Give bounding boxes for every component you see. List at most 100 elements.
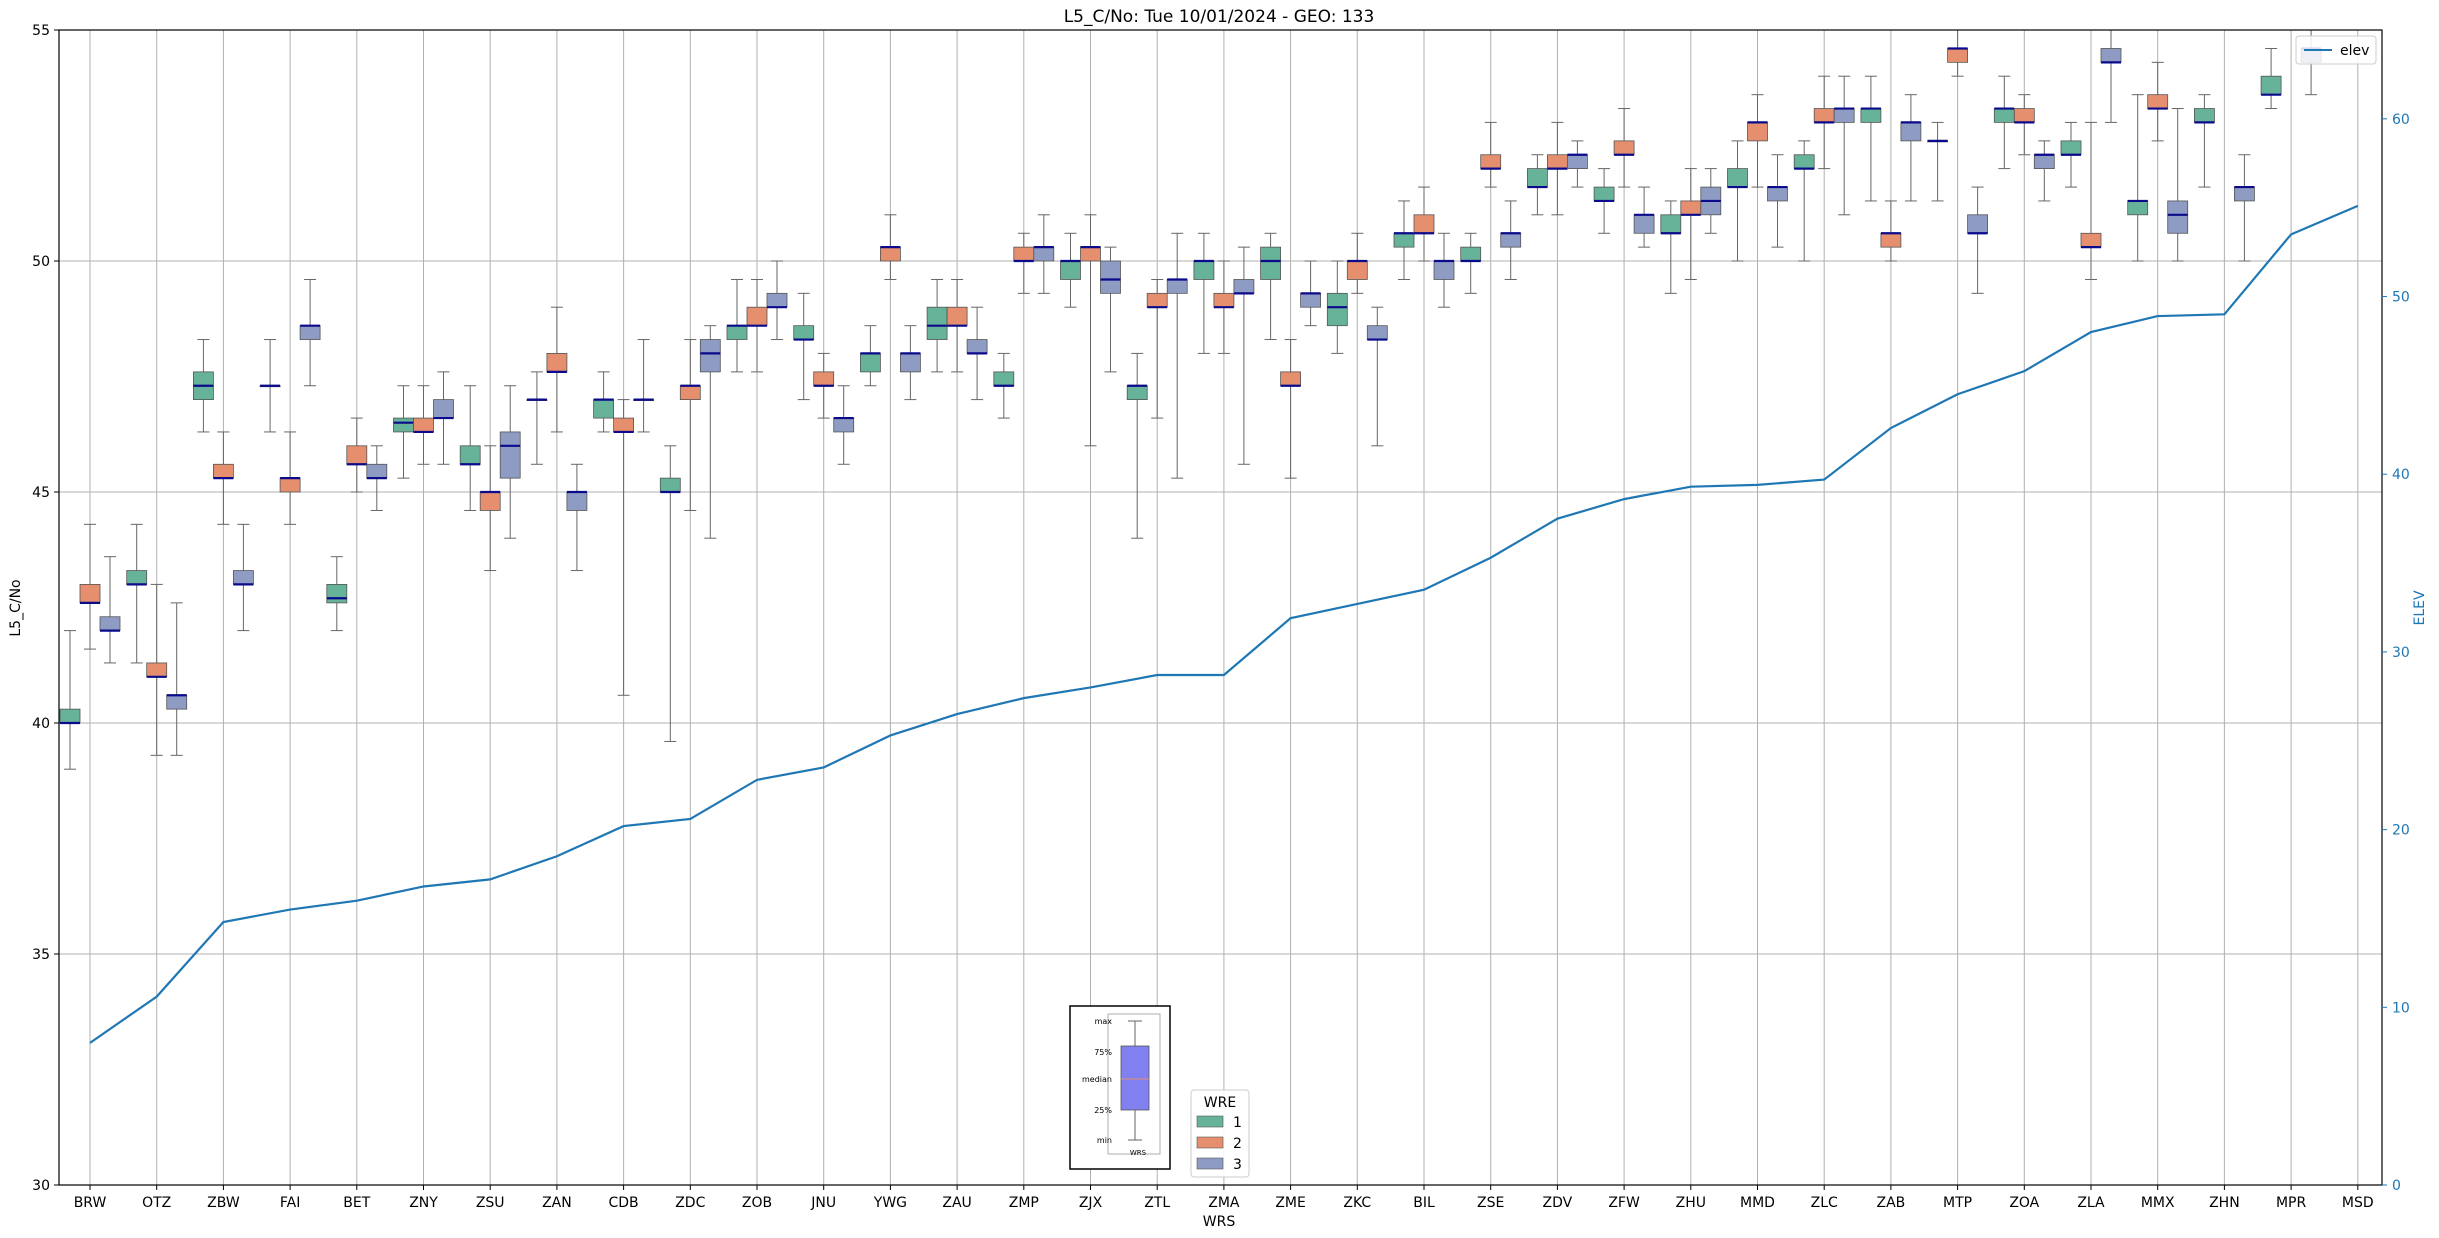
box-iqr bbox=[1900, 122, 1922, 142]
box-iqr bbox=[880, 246, 901, 262]
box-wre-1 bbox=[526, 371, 548, 465]
box-iqr bbox=[546, 352, 568, 373]
box-iqr bbox=[946, 306, 968, 327]
box-iqr bbox=[1860, 108, 1882, 123]
box-wre-2 bbox=[1947, 29, 1968, 77]
box-wre-2 bbox=[1547, 121, 1568, 216]
box-iqr bbox=[1280, 371, 1301, 387]
box-wre-3 bbox=[966, 306, 988, 401]
box-iqr bbox=[1660, 214, 1682, 234]
box-iqr bbox=[146, 662, 168, 678]
box-iqr bbox=[813, 371, 835, 387]
x-axis-label: WRS bbox=[1203, 1214, 1236, 1230]
box-iqr bbox=[1033, 246, 1055, 262]
box-iqr bbox=[1633, 214, 1655, 234]
box-key-max: max bbox=[1095, 1017, 1113, 1026]
box-wre-3 bbox=[1166, 232, 1188, 479]
box-iqr bbox=[1146, 292, 1168, 308]
box-wre-1 bbox=[993, 352, 1015, 419]
x-tick-label: ZMA bbox=[1208, 1195, 1240, 1211]
box-iqr bbox=[1567, 154, 1588, 170]
box-iqr bbox=[699, 339, 721, 373]
box-wre-1 bbox=[1593, 168, 1615, 234]
box-wre-1 bbox=[1860, 75, 1882, 202]
box-wre-1 bbox=[659, 445, 681, 742]
box-iqr bbox=[1080, 246, 1101, 262]
box-wre-3 bbox=[99, 556, 121, 664]
box-wre-2 bbox=[212, 431, 234, 525]
box-iqr bbox=[1460, 246, 1482, 262]
y2-tick-label: 0 bbox=[2392, 1178, 2401, 1194]
box-wre-2 bbox=[1613, 108, 1635, 188]
box-iqr bbox=[499, 431, 521, 479]
box-iqr bbox=[1366, 325, 1388, 340]
y-tick-label: 40 bbox=[32, 716, 50, 732]
box-iqr bbox=[593, 399, 614, 419]
box-iqr bbox=[1326, 292, 1348, 327]
box-iqr bbox=[1947, 48, 1968, 63]
box-iqr bbox=[1393, 232, 1415, 248]
x-tick-label: ZNY bbox=[409, 1195, 438, 1211]
box-wre-1 bbox=[726, 278, 748, 373]
y-axis-right: 0 10 20 30 40 50 60 bbox=[2382, 112, 2410, 1194]
box-wre-1 bbox=[192, 339, 214, 433]
x-tick-label: ZOA bbox=[2009, 1195, 2039, 1211]
y2-axis-label: ELEV bbox=[2412, 590, 2428, 625]
box-iqr bbox=[1767, 186, 1788, 202]
box-iqr bbox=[1346, 260, 1368, 280]
box-wre-3 bbox=[833, 385, 855, 465]
y-tick-label: 45 bbox=[32, 485, 50, 501]
box-iqr bbox=[2167, 200, 2189, 234]
box-wre-2 bbox=[413, 385, 434, 465]
box-wre-3 bbox=[433, 371, 454, 465]
box-wre-3 bbox=[633, 339, 654, 433]
box-iqr bbox=[1433, 260, 1455, 280]
box-iqr bbox=[2060, 140, 2082, 156]
x-tick-label: ZFW bbox=[1608, 1195, 1640, 1211]
x-tick-label: ZAN bbox=[542, 1195, 572, 1211]
box-wre-1 bbox=[126, 523, 148, 664]
box-iqr bbox=[413, 417, 434, 433]
box-wre-1 bbox=[1927, 121, 1948, 202]
box-wre-1 bbox=[1993, 75, 2015, 170]
box-wre-1 bbox=[926, 278, 948, 373]
box-iqr bbox=[726, 325, 748, 340]
box-iqr bbox=[2100, 48, 2122, 63]
box-iqr bbox=[1613, 140, 1635, 156]
x-tick-label: ZDC bbox=[675, 1195, 705, 1211]
box-iqr bbox=[966, 339, 988, 354]
box-iqr bbox=[1060, 260, 1081, 280]
box-iqr bbox=[1500, 232, 1522, 248]
box-wre-2 bbox=[1813, 75, 1835, 170]
box-wre-2 bbox=[1880, 200, 1902, 262]
box-wre-1 bbox=[1660, 200, 1682, 294]
y-tick-label: 35 bbox=[32, 947, 50, 963]
box-iqr bbox=[1593, 186, 1615, 202]
box-wre-1 bbox=[459, 385, 481, 511]
x-tick-label: ZHU bbox=[1676, 1195, 1706, 1211]
box-wre-2 bbox=[946, 278, 968, 373]
box-wre-2 bbox=[1213, 260, 1235, 354]
box-wre-3 bbox=[2233, 154, 2255, 262]
box-wre-1 bbox=[1727, 140, 1748, 262]
y-tick-label: 50 bbox=[32, 254, 50, 270]
box-wre-3 bbox=[1033, 214, 1055, 294]
x-tick-label: MTP bbox=[1943, 1195, 1972, 1211]
box-wre-3 bbox=[1967, 186, 1988, 294]
x-tick-label: ZSE bbox=[1477, 1195, 1504, 1211]
box-iqr bbox=[746, 306, 768, 327]
box-key-median: median bbox=[1082, 1075, 1112, 1084]
wre-swatch-2 bbox=[1196, 1136, 1224, 1149]
x-tick-label: BET bbox=[343, 1195, 370, 1211]
box-wre-1 bbox=[2060, 121, 2082, 188]
box-wre-3 bbox=[1567, 140, 1588, 188]
box-wre-2 bbox=[2013, 94, 2035, 156]
x-tick-label: ZOB bbox=[742, 1195, 772, 1211]
box-iqr bbox=[1100, 260, 1121, 294]
box-wre-2 bbox=[813, 352, 835, 419]
box-wre-3 bbox=[1767, 154, 1788, 248]
wre-swatch-3 bbox=[1196, 1157, 1224, 1170]
box-wre-3 bbox=[566, 463, 588, 572]
y-tick-label: 30 bbox=[32, 1178, 50, 1194]
